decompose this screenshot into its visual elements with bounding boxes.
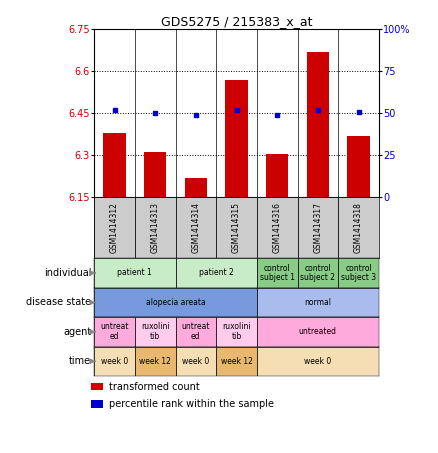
Text: GSM1414318: GSM1414318 <box>354 202 363 253</box>
Text: ruxolini
tib: ruxolini tib <box>141 323 170 341</box>
Bar <box>257 258 297 288</box>
Text: ruxolini
tib: ruxolini tib <box>222 323 251 341</box>
Text: control
subject 2: control subject 2 <box>300 264 336 282</box>
Text: untreat
ed: untreat ed <box>182 323 210 341</box>
Bar <box>135 317 176 347</box>
Text: GSM1414315: GSM1414315 <box>232 202 241 253</box>
Bar <box>91 400 103 408</box>
Bar <box>135 197 176 258</box>
Text: week 0: week 0 <box>182 357 209 366</box>
Bar <box>185 178 207 197</box>
Bar <box>338 258 379 288</box>
Text: normal: normal <box>304 298 332 307</box>
Bar <box>94 197 135 258</box>
Bar <box>91 382 103 390</box>
Bar <box>176 317 216 347</box>
Title: GDS5275 / 215383_x_at: GDS5275 / 215383_x_at <box>161 15 312 28</box>
Bar <box>94 347 135 376</box>
Text: GSM1414312: GSM1414312 <box>110 202 119 253</box>
Text: week 0: week 0 <box>101 357 128 366</box>
Text: disease state: disease state <box>26 297 92 308</box>
Text: time: time <box>69 356 92 366</box>
Text: agent: agent <box>63 327 92 337</box>
Bar <box>94 317 135 347</box>
Text: week 12: week 12 <box>139 357 171 366</box>
Bar <box>135 347 176 376</box>
Text: patient 2: patient 2 <box>199 269 233 277</box>
Bar <box>216 197 257 258</box>
Bar <box>216 347 257 376</box>
Bar <box>94 258 176 288</box>
Text: untreat
ed: untreat ed <box>100 323 129 341</box>
Text: transformed count: transformed count <box>109 382 200 392</box>
Bar <box>103 133 126 197</box>
Text: individual: individual <box>44 268 92 278</box>
Text: week 0: week 0 <box>304 357 332 366</box>
Text: GSM1414317: GSM1414317 <box>313 202 322 253</box>
Bar <box>176 258 257 288</box>
Bar <box>176 197 216 258</box>
Bar <box>297 258 338 288</box>
Bar <box>144 152 166 197</box>
Bar <box>297 197 338 258</box>
Bar <box>347 135 370 197</box>
Text: GSM1414313: GSM1414313 <box>151 202 160 253</box>
Text: control
subject 1: control subject 1 <box>260 264 295 282</box>
Bar <box>257 197 297 258</box>
Bar <box>338 197 379 258</box>
Text: GSM1414316: GSM1414316 <box>273 202 282 253</box>
Text: alopecia areata: alopecia areata <box>146 298 205 307</box>
Bar <box>94 288 257 317</box>
Bar <box>257 347 379 376</box>
Bar <box>257 288 379 317</box>
Text: untreated: untreated <box>299 328 337 336</box>
Text: GSM1414314: GSM1414314 <box>191 202 200 253</box>
Bar <box>176 347 216 376</box>
Text: patient 1: patient 1 <box>117 269 152 277</box>
Text: control
subject 3: control subject 3 <box>341 264 376 282</box>
Bar <box>216 317 257 347</box>
Text: percentile rank within the sample: percentile rank within the sample <box>109 399 274 409</box>
Bar <box>307 52 329 197</box>
Bar <box>266 154 288 197</box>
Text: week 12: week 12 <box>221 357 252 366</box>
Bar <box>257 317 379 347</box>
Bar <box>225 80 248 197</box>
